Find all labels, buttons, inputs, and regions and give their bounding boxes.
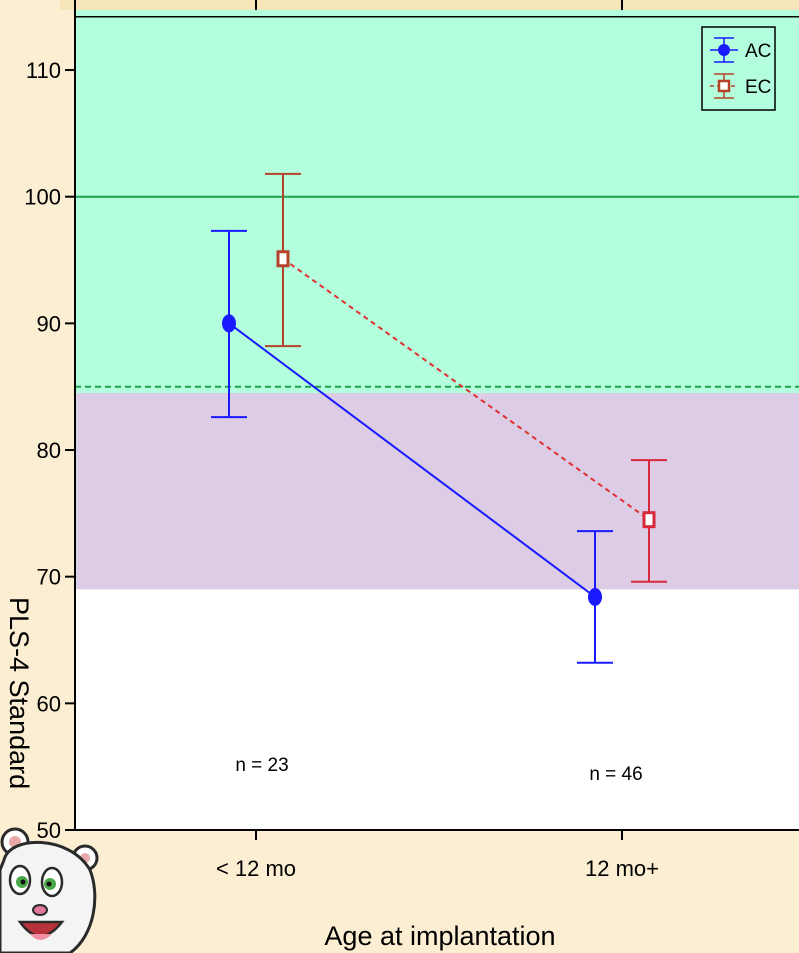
- data-point-ac-1: [222, 314, 236, 333]
- data-point-ac-2: [588, 587, 602, 606]
- legend-box: [701, 26, 776, 111]
- x-tick-label-1: < 12 mo: [216, 856, 296, 881]
- y-tick-label-60: 60: [37, 691, 61, 716]
- y-axis-title: PLS-4 Standard: [4, 597, 34, 789]
- data-point-ec-1: [276, 250, 290, 268]
- y-tick-label-80: 80: [37, 438, 61, 463]
- n-label-group-2: n = 46: [589, 764, 642, 785]
- y-tick-label-50: 50: [37, 818, 61, 843]
- n-label-group-1: n = 23: [235, 755, 288, 776]
- y-tick-label-90: 90: [37, 311, 61, 336]
- legend-item-ac: AC: [710, 37, 771, 63]
- series-layer: [211, 172, 667, 664]
- y-tick-label-100: 100: [24, 185, 61, 210]
- data-point-ec-2: [642, 511, 656, 529]
- score-band-2: [75, 393, 799, 590]
- legend-label-ec: EC: [745, 77, 771, 98]
- mascot-bear-icon: [0, 827, 99, 953]
- legend-label-ac: AC: [745, 41, 771, 62]
- score-band-1: [75, 6, 799, 394]
- score-bands: [75, 6, 799, 590]
- series-line-ac: [228, 322, 596, 598]
- y-tick-label-110: 110: [26, 58, 61, 83]
- y-axis-ticks: 50 60 70 80 90 100 110: [24, 58, 75, 843]
- legend-item-ec: EC: [710, 73, 771, 99]
- x-axis-title: Age at implantation: [324, 921, 555, 951]
- legend-marker-ac: [718, 44, 730, 56]
- y-tick-label-70: 70: [37, 565, 61, 590]
- legend: AC EC: [701, 26, 776, 111]
- top-border-strip: [60, 0, 799, 10]
- x-tick-label-2: 12 mo+: [585, 856, 659, 881]
- series-line-ec: [282, 257, 650, 521]
- legend-marker-ec: [717, 79, 731, 93]
- reference-lines: [75, 195, 799, 388]
- x-axis-ticks: < 12 mo 12 mo+: [75, 0, 799, 881]
